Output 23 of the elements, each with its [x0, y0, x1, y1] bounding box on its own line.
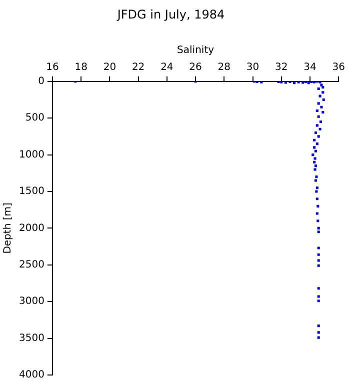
x-tick-label: 20 [103, 62, 116, 73]
x-tick-label: 34 [304, 62, 316, 73]
x-tick-label: 24 [160, 62, 174, 73]
x-tick-label: 36 [332, 62, 346, 73]
y-axis-title: Depth [m] [2, 202, 14, 254]
y-tick-label: 2000 [18, 222, 44, 234]
y-tick-label: 0 [38, 76, 44, 87]
x-tick-label: 28 [218, 62, 231, 73]
x-tick-label: 30 [246, 62, 260, 73]
x-tick-label: 16 [46, 62, 59, 73]
y-tick-label: 1500 [18, 186, 44, 198]
x-axis-title: Salinity [177, 44, 214, 56]
y-tick-label: 500 [25, 112, 44, 124]
y-tick-label: 4000 [18, 370, 44, 381]
y-tick-label: 3000 [18, 296, 44, 308]
x-tick-label: 26 [189, 62, 202, 73]
x-tick-label: 32 [275, 62, 288, 73]
y-tick-label: 2500 [18, 259, 44, 270]
chart-title: JFDG in July, 1984 [116, 7, 225, 22]
y-tick-label: 3500 [18, 332, 44, 344]
y-tick-label: 1000 [18, 149, 44, 160]
x-tick-label: 22 [132, 62, 145, 73]
x-tick-label: 18 [74, 62, 88, 73]
